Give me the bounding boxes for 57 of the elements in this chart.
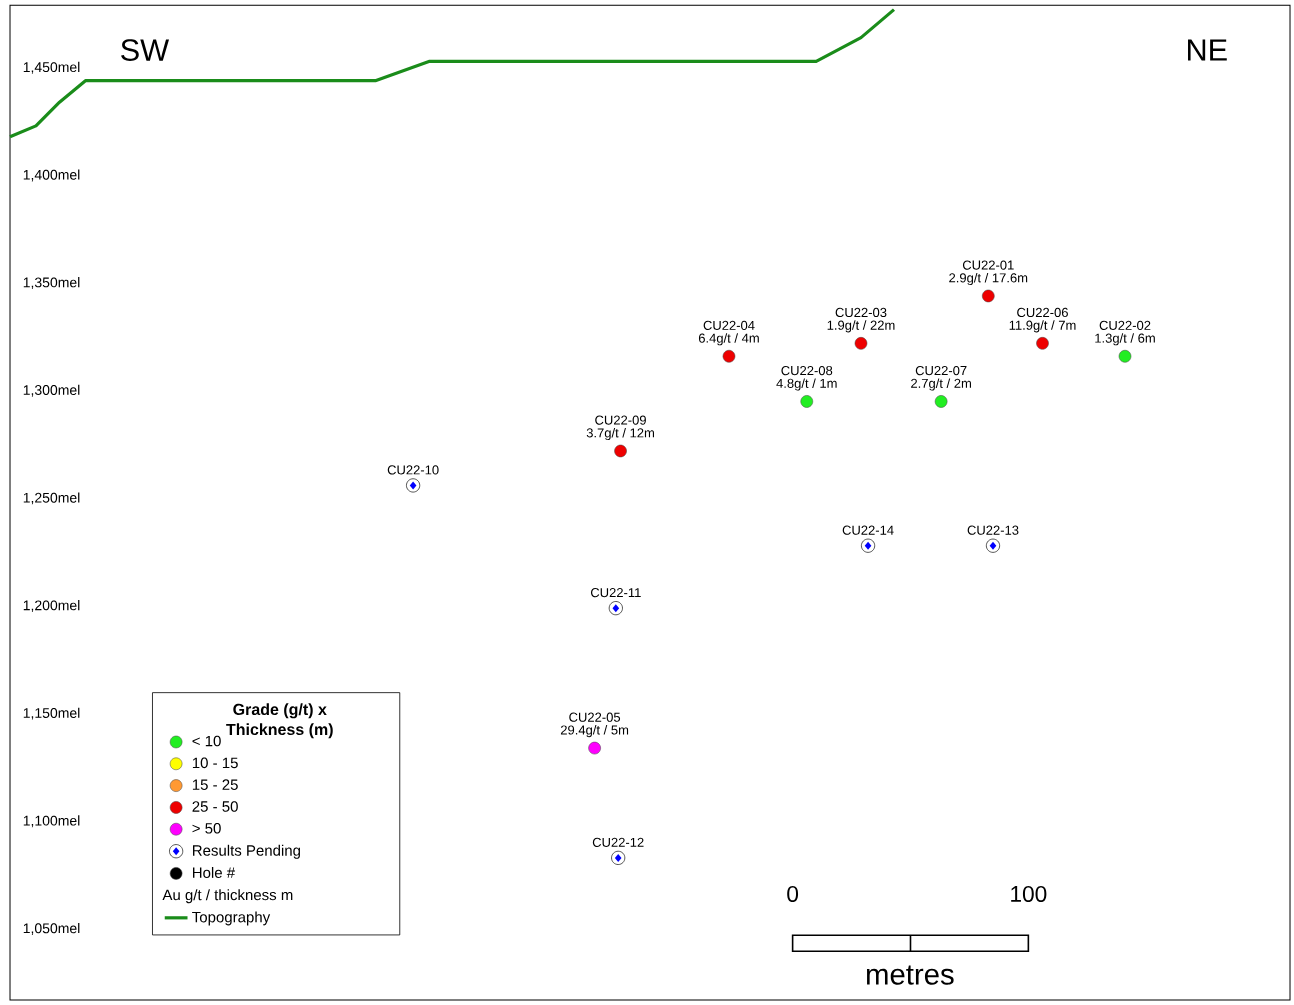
y-tick-label: 1,100mel	[23, 815, 80, 828]
y-tick-label: 1,200mel	[23, 600, 80, 612]
x-tick-label: 0	[787, 885, 799, 902]
y-tick-label: 1,300mel	[23, 384, 80, 397]
point	[934, 395, 948, 408]
annotation: CU22-13	[967, 525, 1019, 535]
y-tick-label: 1,400mel	[23, 169, 80, 182]
legend-label: > 50	[192, 822, 221, 834]
annotation: 2.7g/t / 2m	[911, 378, 971, 391]
annotation: CU22-01	[962, 260, 1014, 270]
annotation: 1.9g/t / 22m	[827, 320, 895, 333]
annotation: metres	[866, 965, 954, 985]
legend-label: 15 - 25	[192, 779, 238, 790]
legend-title: Grade (g/t) x Thickness (m)	[226, 703, 333, 739]
legend-label: Hole #	[193, 866, 236, 879]
point	[982, 289, 995, 303]
y-tick-label: 1,150mel	[23, 707, 80, 720]
y-tick-label: 1,450mel	[23, 61, 80, 74]
point	[614, 444, 627, 458]
annotation: 29.4g/t / 5m	[560, 725, 629, 738]
legend-label: Topography	[192, 911, 271, 926]
point	[588, 741, 601, 755]
annotation: CU22-08	[781, 365, 833, 376]
point	[800, 395, 814, 408]
x-tick-label: 100	[1011, 885, 1047, 902]
annotation: CU22-12	[592, 837, 644, 847]
annotation: CU22-05	[569, 712, 621, 722]
y-tick-label: 1,350mel	[23, 277, 80, 290]
annotation: 11.9g/t / 7m	[1009, 320, 1076, 333]
legend-label: 25 - 50	[192, 801, 238, 812]
annotation: 3.7g/t / 12m	[586, 427, 655, 441]
annotation: CU22-14	[842, 525, 894, 535]
y-tick-label: 1,250mel	[23, 492, 80, 505]
annotation: 2.9g/t / 17.6m	[949, 272, 1028, 286]
annotation: SW	[121, 39, 170, 61]
legend-label: 10 - 15	[192, 757, 238, 769]
annotation: 1.3g/t / 6m	[1095, 333, 1155, 346]
annotation: CU22-04	[703, 320, 755, 330]
y-tick-label: 1,050mel	[23, 922, 80, 935]
point	[722, 349, 736, 363]
annotation: 4.8g/t / 1m	[776, 378, 837, 391]
annotation: CU22-07	[915, 365, 967, 376]
point	[854, 337, 868, 350]
legend-label: Results Pending	[193, 844, 301, 859]
legend-label: < 10	[192, 735, 221, 747]
annotation: CU22-09	[595, 415, 646, 425]
annotation: CU22-03	[835, 307, 887, 318]
line-series	[8, 8, 896, 139]
point	[1036, 337, 1049, 350]
annotation: CU22-11	[590, 588, 641, 598]
annotation: 6.4g/t / 4m	[698, 333, 759, 346]
annotation: CU22-02	[1099, 320, 1151, 330]
annotation: CU22-10	[387, 465, 439, 475]
point	[1118, 349, 1132, 363]
annotation: Au g/t / thickness m	[162, 889, 293, 904]
annotation: CU22-06	[1017, 307, 1068, 318]
annotation: NE	[1188, 39, 1227, 61]
